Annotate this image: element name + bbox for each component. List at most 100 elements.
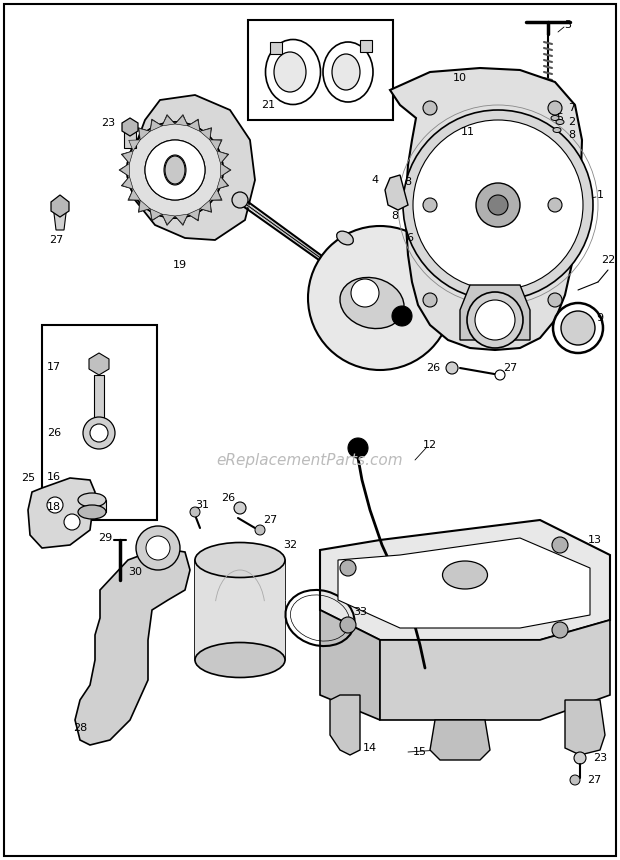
Circle shape (190, 507, 200, 517)
Circle shape (467, 292, 523, 348)
Polygon shape (120, 163, 130, 176)
Circle shape (234, 502, 246, 514)
Text: 11: 11 (461, 127, 475, 137)
Polygon shape (188, 119, 200, 132)
Circle shape (552, 537, 568, 553)
Polygon shape (139, 200, 150, 212)
Text: 31: 31 (195, 500, 209, 510)
Polygon shape (162, 214, 175, 224)
Bar (42, 325, 157, 520)
Polygon shape (330, 695, 360, 755)
Circle shape (552, 622, 568, 638)
Polygon shape (122, 176, 133, 189)
Polygon shape (217, 176, 228, 189)
Circle shape (136, 526, 180, 570)
Text: 28: 28 (73, 723, 87, 733)
Text: 18: 18 (47, 502, 61, 512)
Circle shape (64, 514, 80, 530)
Ellipse shape (165, 156, 185, 184)
Text: 2: 2 (569, 117, 575, 127)
Polygon shape (162, 115, 175, 126)
Ellipse shape (443, 561, 487, 589)
Ellipse shape (78, 505, 106, 519)
Polygon shape (217, 176, 229, 189)
Polygon shape (565, 700, 605, 755)
Circle shape (548, 198, 562, 212)
Polygon shape (53, 205, 67, 230)
Circle shape (348, 438, 368, 458)
Polygon shape (139, 128, 150, 140)
Circle shape (83, 417, 115, 449)
Ellipse shape (553, 127, 561, 132)
Circle shape (340, 617, 356, 633)
Polygon shape (122, 176, 133, 189)
Polygon shape (200, 128, 211, 140)
Polygon shape (122, 150, 133, 163)
Text: 13: 13 (588, 535, 602, 545)
Text: 4: 4 (371, 175, 379, 185)
Text: 1: 1 (596, 190, 603, 200)
Polygon shape (188, 209, 200, 221)
Text: 27: 27 (263, 515, 277, 525)
Polygon shape (175, 115, 188, 126)
Polygon shape (210, 189, 222, 200)
Polygon shape (150, 209, 162, 220)
Polygon shape (320, 610, 380, 720)
Circle shape (553, 303, 603, 353)
Circle shape (574, 752, 586, 764)
Text: 32: 32 (283, 540, 297, 550)
Polygon shape (150, 120, 162, 132)
Polygon shape (430, 720, 490, 760)
Polygon shape (130, 95, 255, 240)
Polygon shape (217, 150, 228, 163)
Polygon shape (217, 150, 229, 163)
Polygon shape (460, 285, 530, 340)
Polygon shape (122, 118, 138, 136)
Polygon shape (89, 353, 109, 375)
Text: 30: 30 (128, 567, 142, 577)
Polygon shape (128, 189, 140, 200)
Circle shape (476, 183, 520, 227)
Polygon shape (200, 200, 211, 212)
Polygon shape (338, 538, 590, 628)
Polygon shape (200, 200, 211, 212)
Text: 3: 3 (564, 20, 572, 30)
Ellipse shape (340, 278, 404, 329)
Circle shape (90, 424, 108, 442)
Circle shape (475, 300, 515, 340)
Polygon shape (138, 127, 150, 140)
Circle shape (548, 101, 562, 115)
Circle shape (146, 536, 170, 560)
Polygon shape (129, 140, 140, 150)
Circle shape (488, 195, 508, 215)
Ellipse shape (265, 40, 321, 105)
Ellipse shape (337, 231, 353, 245)
Polygon shape (221, 163, 230, 176)
Text: 27: 27 (503, 363, 517, 373)
Text: 12: 12 (423, 440, 437, 450)
Polygon shape (75, 548, 190, 745)
Polygon shape (51, 195, 69, 217)
Polygon shape (175, 114, 188, 126)
Text: 17: 17 (47, 362, 61, 372)
Circle shape (561, 311, 595, 345)
Ellipse shape (78, 493, 106, 507)
Circle shape (423, 198, 437, 212)
Text: 6: 6 (407, 233, 414, 243)
Circle shape (392, 306, 412, 326)
Text: 7: 7 (569, 103, 575, 113)
Text: 26: 26 (47, 428, 61, 438)
Text: eReplacementParts.com: eReplacementParts.com (216, 452, 404, 468)
Ellipse shape (332, 54, 360, 90)
Text: 26: 26 (426, 363, 440, 373)
Text: 27: 27 (49, 235, 63, 245)
Polygon shape (188, 120, 200, 132)
Polygon shape (390, 68, 582, 350)
Circle shape (423, 293, 437, 307)
Polygon shape (175, 214, 188, 225)
Polygon shape (129, 189, 140, 200)
Text: 9: 9 (596, 313, 603, 323)
Circle shape (413, 120, 583, 290)
Ellipse shape (164, 155, 186, 185)
Text: 22: 22 (601, 255, 615, 265)
